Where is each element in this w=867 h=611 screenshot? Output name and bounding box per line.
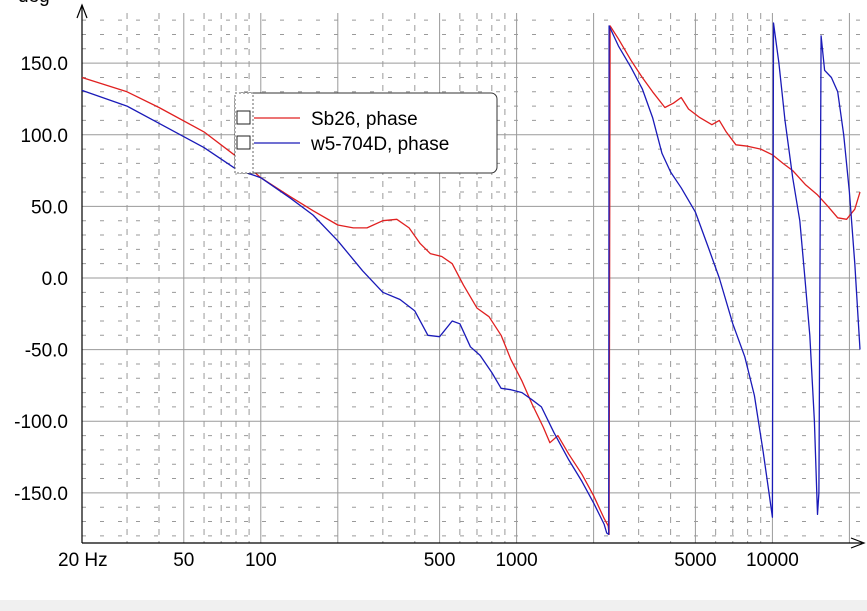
legend[interactable]: Sb26, phase w5-704D, phase [234,92,498,174]
x-tick-label: 100 [245,550,277,571]
series-layer [81,22,861,536]
y-tick-label: 100.0 [20,126,68,147]
x-tick-label: 1000 [495,550,537,571]
series-line [81,25,861,536]
y-tick-label: 50.0 [31,197,68,218]
x-tick-labels: 20 Hz 50 100 500 1000 5000 10000 [58,550,799,571]
series-w5-704d-phase [81,22,861,536]
y-axis-label: deg [18,0,50,7]
legend-checkbox [236,135,251,150]
legend-items: Sb26, phase w5-704D, phase [236,109,449,155]
y-tick-label: -50.0 [25,341,68,362]
y-axis-arrow [76,3,88,19]
legend-box [234,92,498,174]
x-tick-label: 20 Hz [58,550,108,571]
axes [76,3,866,549]
legend-item: Sb26, phase [236,109,418,130]
legend-label: w5-704D, phase [310,134,449,155]
y-tick-labels: 150.0 100.0 50.0 0.0 -50.0 -100.0 -150.0 [14,54,68,505]
x-tick-label: 50 [173,550,194,571]
x-axis-arrow [850,537,866,549]
y-tick-label: -100.0 [14,412,68,433]
x-tick-label: 10000 [746,550,799,571]
legend-handle[interactable] [234,92,254,174]
series-line [81,22,861,536]
y-tick-label: -150.0 [14,484,68,505]
x-tick-label: 5000 [674,550,716,571]
status-strip [0,600,867,611]
legend-item: w5-704D, phase [236,134,449,155]
y-tick-label: 0.0 [42,269,68,290]
y-tick-label: 150.0 [20,54,68,75]
legend-label: Sb26, phase [311,109,418,130]
legend-checkbox [236,110,251,125]
series-sb26-phase [81,25,861,536]
x-tick-label: 500 [424,550,456,571]
